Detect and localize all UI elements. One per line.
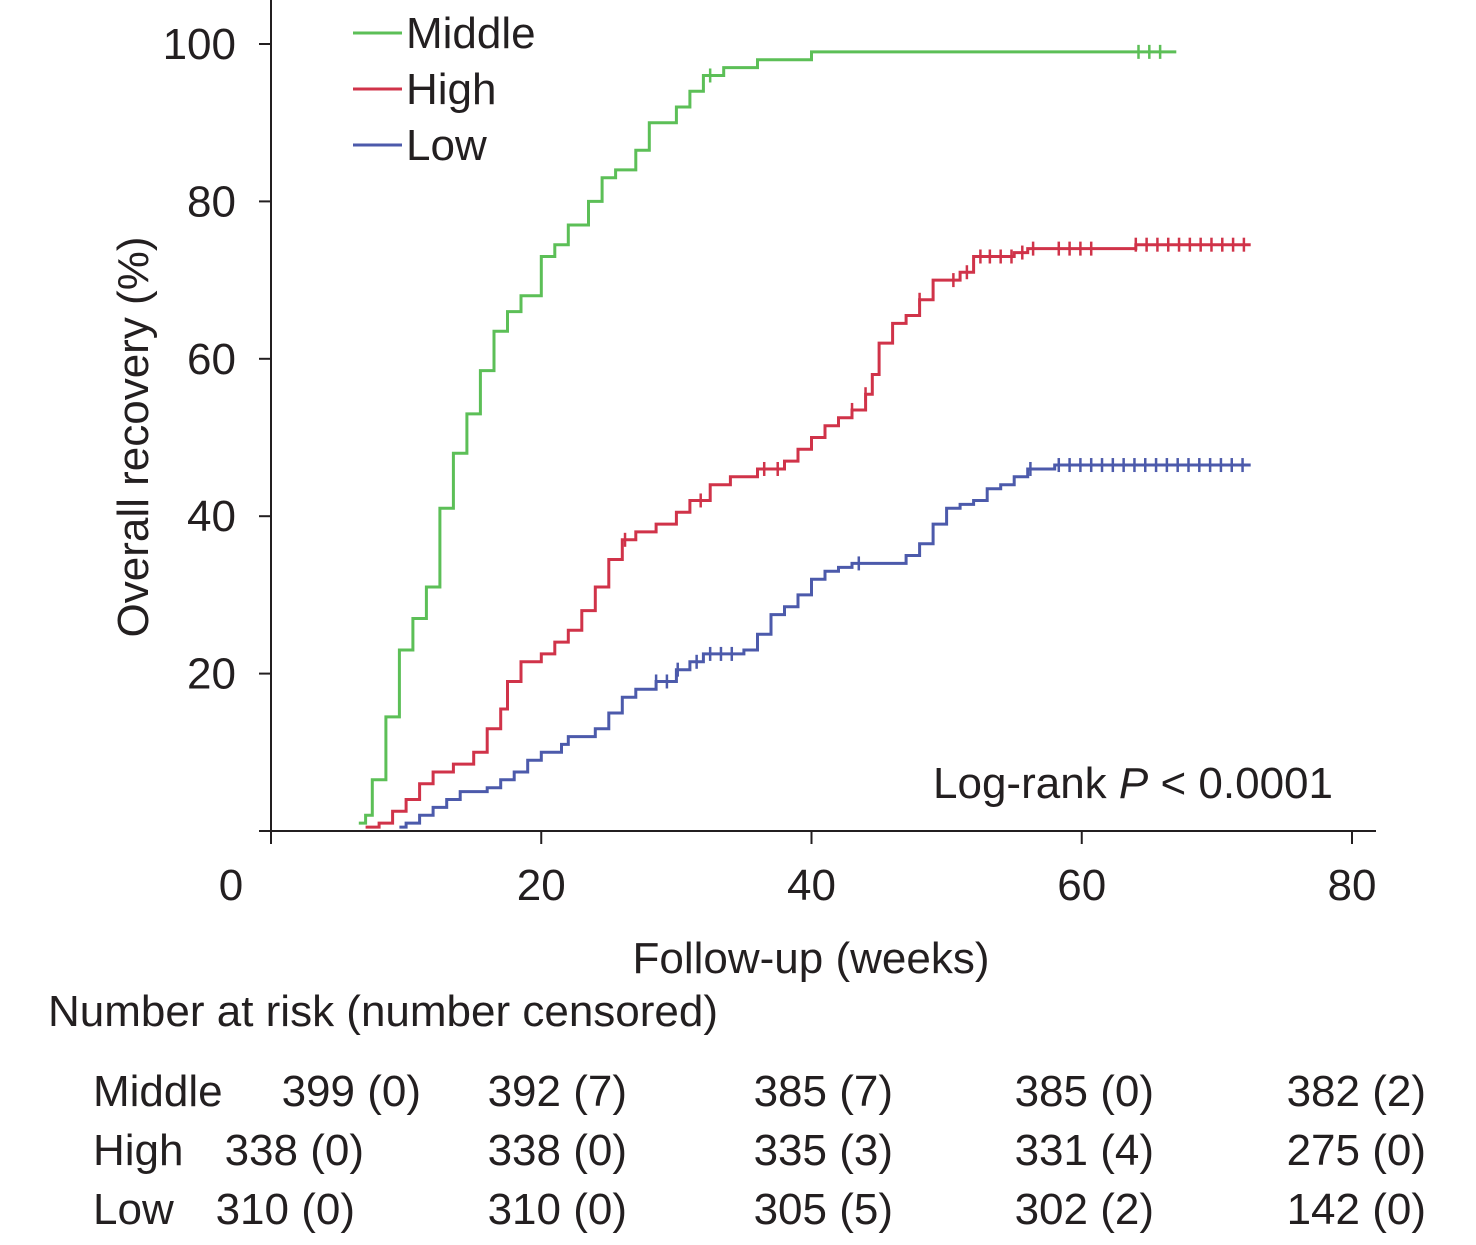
x-tick-label: 60 <box>1057 861 1106 910</box>
risk-cell: 335 (3) <box>753 1126 893 1175</box>
legend-item-middle: Middle <box>353 9 536 58</box>
risk-row-low: Low 310 (0) 310 (0) 305 (5) 302 (2) 142 … <box>0 1182 1476 1238</box>
y-tick-label: 80 <box>187 177 236 226</box>
series-line-middle <box>358 50 1177 825</box>
risk-cell: 338 (0) <box>487 1126 627 1175</box>
risk-cell: 275 (0) <box>1286 1126 1426 1175</box>
x-tick-label: 80 <box>1328 861 1377 910</box>
risk-group-label: High <box>93 1126 184 1175</box>
risk-row-high: High 338 (0) 338 (0) 335 (3) 331 (4) 275… <box>0 1123 1476 1179</box>
survival-curves <box>358 44 1251 829</box>
risk-cell: 142 (0) <box>1286 1185 1426 1234</box>
y-tick-label: 100 <box>163 20 236 69</box>
y-tick-label: 60 <box>187 335 236 384</box>
risk-cell: 382 (2) <box>1286 1067 1426 1116</box>
legend-item-high: High <box>353 65 497 114</box>
risk-cell: 331 (4) <box>1014 1126 1154 1175</box>
x-tick-label: 40 <box>787 861 836 910</box>
series-line-low <box>399 463 1251 829</box>
logrank-annotation: Log-rank P < 0.0001 <box>933 759 1333 808</box>
risk-cell: 385 (0) <box>1014 1067 1154 1116</box>
series-low <box>399 458 1251 829</box>
risk-row-middle: Middle 399 (0) 392 (7) 385 (7) 385 (0) 3… <box>0 1064 1476 1120</box>
y-tick-label: 40 <box>187 492 236 541</box>
risk-group-label: Middle <box>93 1067 223 1116</box>
risk-cell: 302 (2) <box>1014 1185 1154 1234</box>
risk-cell: 305 (5) <box>753 1185 893 1234</box>
series-middle <box>358 44 1177 825</box>
axes <box>259 0 1376 832</box>
risk-cell: 385 (7) <box>753 1067 893 1116</box>
legend-label: Low <box>406 121 487 170</box>
x-axis-label: Follow-up (weeks) <box>633 934 990 983</box>
risk-cell: 399 (0) <box>281 1067 421 1116</box>
x-tick-label: 0 <box>219 861 243 910</box>
risk-cell: 310 (0) <box>487 1185 627 1234</box>
logrank-prefix: Log-rank <box>933 759 1119 808</box>
series-line-high <box>365 243 1251 829</box>
legend-label: High <box>406 65 497 114</box>
legend: Middle High Low <box>353 9 536 170</box>
series-high <box>365 237 1251 829</box>
risk-group-label: Low <box>93 1185 174 1234</box>
legend-label: Middle <box>406 9 536 58</box>
axis-ticks: 0 20 40 60 80 20 40 60 80 100 <box>163 20 1377 910</box>
risk-cell: 338 (0) <box>224 1126 364 1175</box>
logrank-p-symbol: P <box>1119 759 1149 808</box>
risk-cell: 392 (7) <box>487 1067 627 1116</box>
y-axis-label: Overall recovery (%) <box>109 237 158 638</box>
logrank-suffix: < 0.0001 <box>1148 759 1333 808</box>
y-tick-label: 20 <box>187 650 236 699</box>
x-tick-label: 20 <box>517 861 566 910</box>
risk-table-title: Number at risk (number censored) <box>48 987 719 1036</box>
risk-cell: 310 (0) <box>215 1185 355 1234</box>
legend-item-low: Low <box>353 121 487 170</box>
